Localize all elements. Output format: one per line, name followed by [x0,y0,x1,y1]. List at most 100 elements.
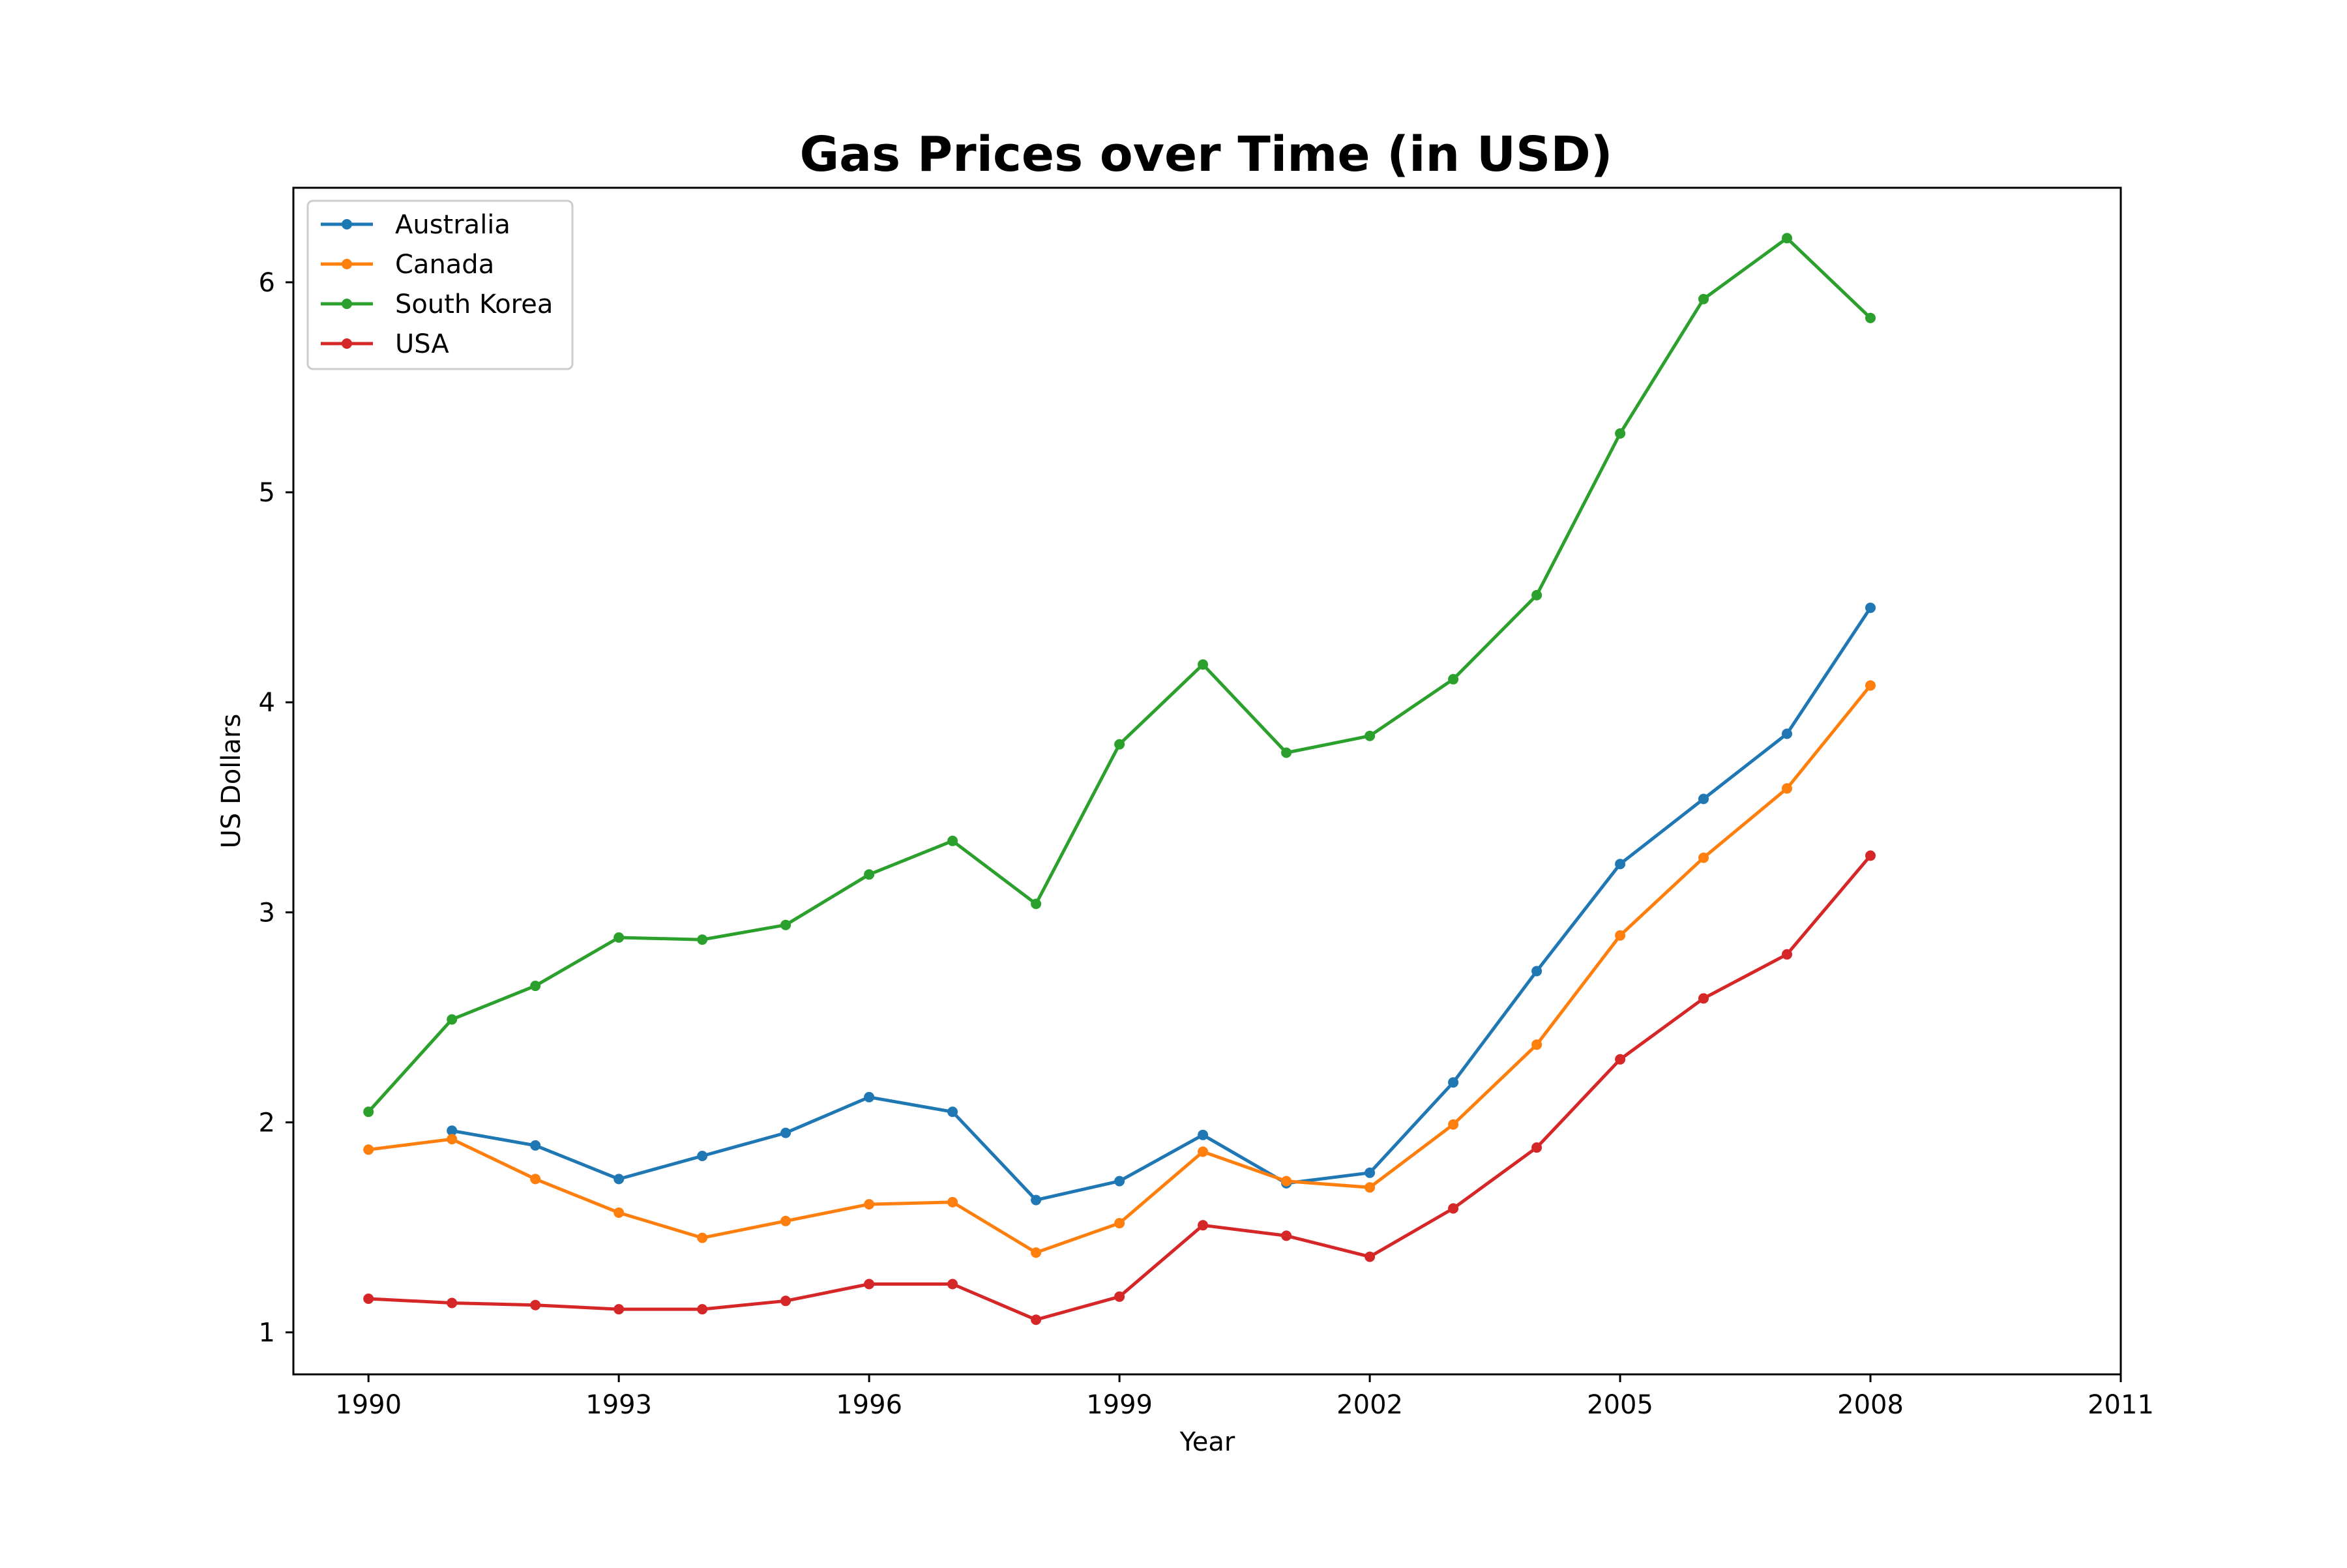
data-point-usa [1031,1314,1042,1325]
data-point-canada [1365,1182,1376,1193]
data-point-australia [1865,602,1876,614]
legend-item-south-korea: South Korea [321,289,553,319]
data-point-usa [1365,1251,1376,1262]
y-tick-label: 1 [259,1318,275,1348]
data-point-canada [1865,680,1876,691]
data-point-canada [697,1232,708,1243]
legend-item-australia: Australia [321,210,510,240]
series-line-australia [450,605,1873,1202]
data-point-canada [1531,1039,1543,1050]
data-point-canada [1114,1218,1125,1229]
x-tick-label: 1993 [585,1390,652,1420]
data-point-australia [1698,793,1709,805]
data-point-south-korea [1531,589,1543,600]
data-point-australia [947,1106,958,1117]
legend-label: South Korea [395,289,553,319]
x-tick-label: 2008 [1837,1390,1904,1420]
data-point-australia [1448,1077,1459,1088]
legend: Australia Canada South Korea USA [306,200,574,370]
data-point-south-korea [947,835,958,846]
y-tick-label: 3 [259,898,275,928]
data-point-usa [947,1279,958,1290]
series-australia [447,602,1876,1206]
data-point-australia [530,1140,541,1151]
x-tick-label: 1999 [1086,1390,1153,1420]
data-point-usa [1281,1230,1292,1241]
data-point-australia [1615,859,1626,870]
legend-frame [306,200,574,370]
data-point-canada [613,1207,625,1218]
series-canada [363,680,1876,1258]
x-tick-label: 2005 [1587,1390,1653,1420]
data-point-canada [780,1215,791,1226]
data-point-australia [1031,1194,1042,1206]
data-point-australia [780,1127,791,1138]
data-point-south-korea [447,1014,458,1025]
series-usa [363,850,1876,1325]
x-tick-label: 2002 [1336,1390,1403,1420]
data-point-south-korea [1031,898,1042,910]
y-axis-label: US Dollars [216,714,246,849]
data-point-usa [1448,1203,1459,1214]
plot-frame [292,186,2122,1376]
data-point-south-korea [1615,428,1626,439]
data-point-usa [447,1297,458,1309]
legend-item-usa: USA [321,329,449,359]
data-point-south-korea [1698,293,1709,304]
data-point-canada [1031,1247,1042,1258]
data-point-usa [864,1279,875,1290]
data-point-australia [1782,728,1792,739]
x-tick-label: 1990 [335,1390,402,1420]
data-point-australia [1114,1176,1125,1187]
legend-marker [342,338,352,349]
data-point-canada [1281,1176,1292,1187]
plot-area [363,233,1876,1325]
data-point-south-korea [1448,673,1459,685]
data-point-canada [947,1196,958,1207]
data-point-australia [1365,1167,1376,1178]
x-tick-label: 2011 [2088,1390,2154,1420]
data-point-south-korea [697,934,708,945]
data-point-australia [697,1151,708,1161]
legend-item-canada: Canada [321,250,494,280]
data-point-usa [780,1295,791,1307]
data-point-south-korea [363,1106,374,1117]
data-point-usa [1782,949,1792,960]
data-point-south-korea [530,981,541,992]
data-point-south-korea [1782,233,1792,244]
data-point-canada [447,1134,458,1145]
data-point-australia [1531,966,1543,977]
data-point-canada [1698,852,1709,863]
chart-title: Gas Prices over Time (in USD) [799,126,1612,183]
data-point-canada [1448,1119,1459,1130]
data-point-south-korea [1865,312,1876,323]
data-point-usa [1865,850,1876,861]
data-point-usa [1531,1142,1543,1153]
data-point-australia [613,1174,625,1185]
data-point-usa [697,1304,708,1315]
data-point-usa [363,1294,374,1304]
data-point-canada [530,1174,541,1185]
data-point-australia [1198,1129,1209,1140]
y-tick-label: 2 [259,1108,275,1138]
x-axis-label: Year [1179,1427,1235,1457]
data-point-south-korea [1114,739,1125,750]
data-point-usa [1698,993,1709,1004]
y-axis: 1 2 3 4 5 6 [259,268,293,1348]
y-tick-label: 5 [259,478,275,508]
legend-marker [342,299,352,309]
data-point-canada [1782,783,1792,794]
data-point-australia [864,1091,875,1102]
x-tick-label: 1996 [836,1390,902,1420]
series-south-korea [363,233,1876,1117]
data-point-canada [864,1199,875,1210]
y-tick-label: 4 [259,688,275,718]
data-point-south-korea [780,919,791,930]
x-axis: 1990 1993 1996 1999 2002 2005 2008 2011 [335,1374,2154,1420]
legend-marker [342,219,352,229]
data-point-usa [1615,1054,1626,1065]
data-point-south-korea [1198,659,1209,670]
data-point-south-korea [1281,747,1292,758]
legend-label: USA [395,329,449,359]
